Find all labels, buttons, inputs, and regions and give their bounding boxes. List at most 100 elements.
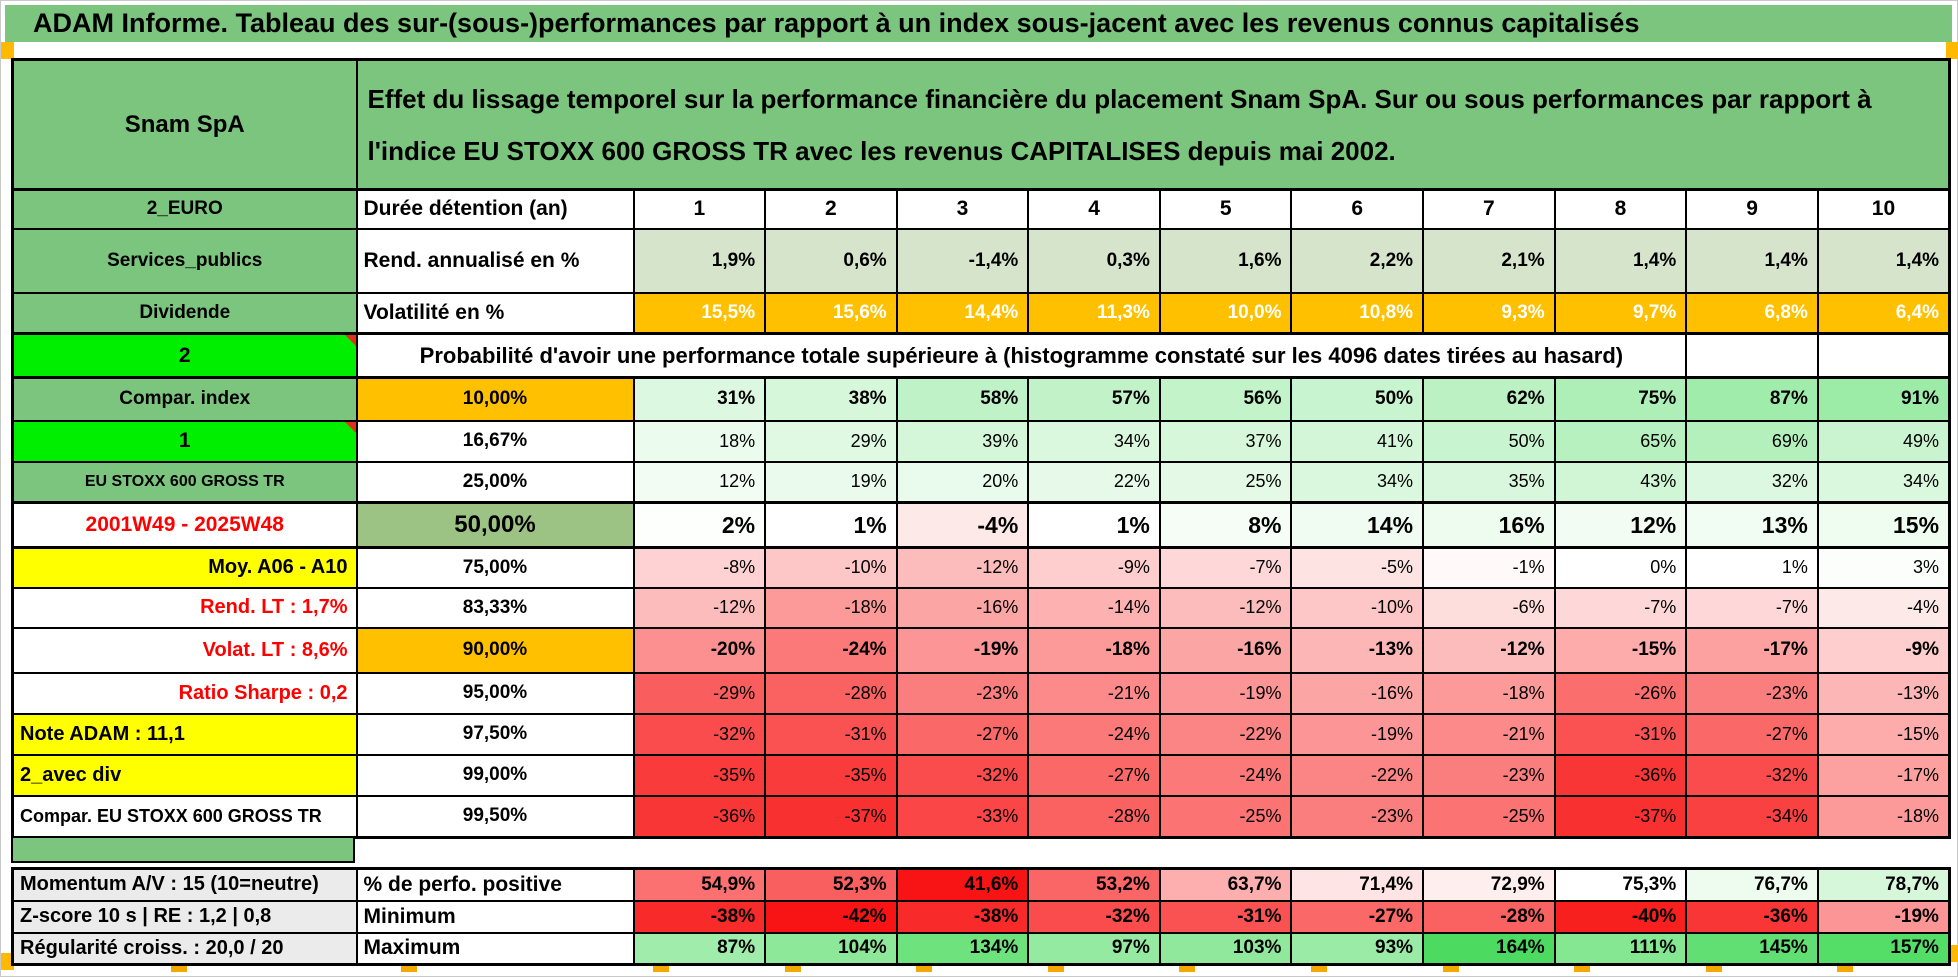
data-cell[interactable]: 10,8% — [1290, 291, 1425, 335]
data-cell[interactable]: 1,9% — [632, 227, 767, 294]
data-cell[interactable]: 65% — [1553, 419, 1688, 463]
row-header-cell[interactable]: 1 — [11, 419, 358, 463]
data-cell[interactable]: -38% — [632, 899, 767, 934]
data-cell[interactable]: 2,2% — [1290, 227, 1425, 294]
data-cell[interactable]: -21% — [1027, 671, 1161, 715]
data-cell[interactable]: -14% — [1027, 586, 1161, 629]
prob-threshold-cell[interactable]: 75,00% — [355, 546, 635, 589]
row-header-cell[interactable]: Rend. LT : 1,7% — [11, 586, 358, 629]
data-cell[interactable]: -28% — [1027, 794, 1161, 839]
data-cell[interactable]: -1% — [1422, 546, 1556, 589]
duration-cell[interactable]: 2 — [764, 188, 898, 230]
summary-label-cell[interactable]: % de perfo. positive — [355, 867, 635, 902]
data-cell[interactable]: 15% — [1816, 501, 1951, 549]
duration-cell[interactable]: 7 — [1422, 188, 1556, 230]
data-cell[interactable]: 75% — [1553, 376, 1688, 422]
data-cell[interactable]: -38% — [895, 899, 1030, 934]
data-cell[interactable]: -18% — [764, 586, 898, 629]
data-cell[interactable]: -35% — [764, 753, 898, 797]
data-cell[interactable]: 9,3% — [1422, 291, 1556, 335]
duration-cell[interactable]: 8 — [1553, 188, 1688, 230]
data-cell[interactable]: -13% — [1816, 671, 1951, 715]
prob-threshold-cell[interactable]: 10,00% — [355, 376, 635, 422]
blank-cell[interactable] — [1816, 332, 1951, 379]
data-cell[interactable]: 63,7% — [1158, 867, 1293, 902]
data-cell[interactable]: 1,4% — [1553, 227, 1688, 294]
data-cell[interactable]: 71,4% — [1290, 867, 1425, 902]
data-cell[interactable]: -29% — [632, 671, 767, 715]
data-cell[interactable]: -22% — [1158, 712, 1293, 756]
data-cell[interactable]: 0% — [1553, 546, 1688, 589]
data-cell[interactable]: -8% — [632, 546, 767, 589]
row-header-cell[interactable]: 2_EURO — [11, 188, 358, 230]
row-header-cell[interactable]: Note ADAM : 11,1 — [11, 712, 358, 756]
data-cell[interactable]: 41,6% — [895, 867, 1030, 902]
data-cell[interactable]: -1,4% — [895, 227, 1030, 294]
data-cell[interactable]: -15% — [1816, 712, 1951, 756]
data-cell[interactable]: 25% — [1158, 460, 1293, 504]
data-cell[interactable]: 145% — [1685, 931, 1819, 966]
data-cell[interactable]: 49% — [1816, 419, 1951, 463]
data-cell[interactable]: 10,0% — [1158, 291, 1293, 335]
data-cell[interactable]: -12% — [1158, 586, 1293, 629]
data-cell[interactable]: 52,3% — [764, 867, 898, 902]
row-header-cell[interactable]: Moy. A06 - A10 — [11, 546, 358, 589]
data-cell[interactable]: 38% — [764, 376, 898, 422]
data-cell[interactable]: -27% — [895, 712, 1030, 756]
data-cell[interactable]: -23% — [1290, 794, 1425, 839]
duration-header-cell[interactable]: Durée détention (an) — [355, 188, 635, 230]
data-cell[interactable]: 43% — [1553, 460, 1688, 504]
data-cell[interactable]: -27% — [1685, 712, 1819, 756]
data-cell[interactable]: -27% — [1290, 899, 1425, 934]
data-cell[interactable]: -34% — [1685, 794, 1819, 839]
data-cell[interactable]: 56% — [1158, 376, 1293, 422]
data-cell[interactable]: 41% — [1290, 419, 1425, 463]
data-cell[interactable]: -4% — [895, 501, 1030, 549]
data-cell[interactable]: 31% — [632, 376, 767, 422]
data-cell[interactable]: 39% — [895, 419, 1030, 463]
data-cell[interactable]: -7% — [1158, 546, 1293, 589]
data-cell[interactable]: 2% — [632, 501, 767, 549]
data-cell[interactable]: 58% — [895, 376, 1030, 422]
prob-threshold-cell[interactable]: 16,67% — [355, 419, 635, 463]
prob-threshold-cell[interactable]: 97,50% — [355, 712, 635, 756]
data-cell[interactable]: -33% — [895, 794, 1030, 839]
data-cell[interactable]: -37% — [1553, 794, 1688, 839]
data-cell[interactable]: 50% — [1290, 376, 1425, 422]
data-cell[interactable]: 72,9% — [1422, 867, 1556, 902]
data-cell[interactable]: -36% — [1685, 899, 1819, 934]
row-label-cell[interactable]: Rend. annualisé en % — [355, 227, 635, 294]
data-cell[interactable]: 32% — [1685, 460, 1819, 504]
data-cell[interactable]: -20% — [632, 626, 767, 674]
data-cell[interactable]: -31% — [764, 712, 898, 756]
data-cell[interactable]: -6% — [1422, 586, 1556, 629]
data-cell[interactable]: -36% — [1553, 753, 1688, 797]
data-cell[interactable]: -18% — [1816, 794, 1951, 839]
data-cell[interactable]: -40% — [1553, 899, 1688, 934]
row-header-cell[interactable]: Services_publics — [11, 227, 358, 294]
prob-threshold-cell[interactable]: 95,00% — [355, 671, 635, 715]
row-header-cell[interactable]: Compar. index — [11, 376, 358, 422]
row-header-cell[interactable]: Volat. LT : 8,6% — [11, 626, 358, 674]
data-cell[interactable]: 12% — [1553, 501, 1688, 549]
data-cell[interactable]: -23% — [1685, 671, 1819, 715]
data-cell[interactable]: -24% — [1158, 753, 1293, 797]
data-cell[interactable]: -12% — [895, 546, 1030, 589]
data-cell[interactable]: 16% — [1422, 501, 1556, 549]
description-cell[interactable]: Effet du lissage temporel sur la perform… — [355, 58, 1951, 191]
data-cell[interactable]: -19% — [1290, 712, 1425, 756]
data-cell[interactable]: -18% — [1027, 626, 1161, 674]
data-cell[interactable]: -28% — [1422, 899, 1556, 934]
data-cell[interactable]: -16% — [1290, 671, 1425, 715]
data-cell[interactable]: 62% — [1422, 376, 1556, 422]
data-cell[interactable]: -26% — [1553, 671, 1688, 715]
data-cell[interactable]: -28% — [764, 671, 898, 715]
data-cell[interactable]: 78,7% — [1816, 867, 1951, 902]
data-cell[interactable]: 54,9% — [632, 867, 767, 902]
data-cell[interactable]: 14% — [1290, 501, 1425, 549]
row-header-cell[interactable]: 2_avec div — [11, 753, 358, 797]
data-cell[interactable]: 3% — [1816, 546, 1951, 589]
data-cell[interactable]: 34% — [1290, 460, 1425, 504]
data-cell[interactable]: -16% — [895, 586, 1030, 629]
spacer-cell[interactable] — [11, 836, 355, 863]
